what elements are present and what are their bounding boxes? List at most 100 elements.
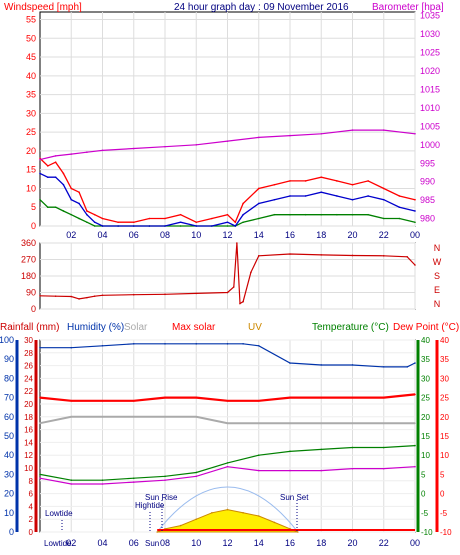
rainfall-tick: 30 xyxy=(24,336,33,345)
point-wind-direction xyxy=(101,294,104,297)
point-wind-direction xyxy=(236,242,238,244)
humidity-tick: 30 xyxy=(4,469,14,479)
legend-humidity: Humidity (%) xyxy=(67,322,124,333)
point-windspeed xyxy=(78,191,80,194)
point-max-solar xyxy=(195,396,198,399)
point-windspeed xyxy=(93,213,96,216)
point-wind-direction xyxy=(320,254,323,256)
point-average xyxy=(70,198,73,201)
point-low xyxy=(93,225,96,227)
humidity-tick: 70 xyxy=(4,393,14,403)
panel3-gridlines xyxy=(40,339,416,533)
dew-point-tick: 40 xyxy=(440,336,449,345)
point-temperature xyxy=(289,450,291,453)
point-average xyxy=(78,202,80,205)
point-temperature xyxy=(101,479,104,481)
point-solar xyxy=(164,416,166,418)
temperature-tick: 35 xyxy=(421,355,430,364)
point-average xyxy=(211,225,213,227)
point-low xyxy=(367,213,369,216)
point-barometer xyxy=(226,140,229,142)
panel1-gridlines xyxy=(40,12,416,227)
rainfall-tick: 16 xyxy=(24,426,33,435)
point-max-solar xyxy=(226,400,229,402)
point-windspeed xyxy=(414,198,416,201)
legend-max-solar: Max solar xyxy=(172,322,216,333)
x-tick-label: 22 xyxy=(379,230,389,240)
x-tick-label: 16 xyxy=(285,538,295,548)
x-tick-label: 12 xyxy=(222,538,232,548)
x-tick-label: 00 xyxy=(410,230,420,240)
point-wind-direction xyxy=(257,255,260,257)
point-barometer xyxy=(164,145,166,148)
point-wind-direction xyxy=(250,271,252,274)
x-tick-label: 12 xyxy=(222,230,232,240)
point-temperature xyxy=(351,446,354,449)
point-windspeed xyxy=(382,187,385,190)
dew-point-tick: 0 xyxy=(440,490,445,499)
point-humidity xyxy=(195,343,198,345)
panel2-gridlines xyxy=(40,242,416,310)
panel1-series xyxy=(39,129,416,227)
point-humidity xyxy=(351,364,354,366)
dew-point-tick-labels: -10 -5 0 5 10 15 20 25 30 35 40 xyxy=(440,336,452,537)
humidity-tick: 10 xyxy=(4,508,14,518)
legend-uv: UV xyxy=(248,322,262,333)
rainfall-tick: 28 xyxy=(24,349,33,358)
point-humidity xyxy=(257,344,260,347)
compass-tick: W xyxy=(433,257,442,267)
x-tick-label: 04 xyxy=(97,230,107,240)
point-low xyxy=(62,210,65,212)
barometer-tick: 1000 xyxy=(420,140,440,150)
windspeed-axis-title: Windspeed [mph] xyxy=(4,2,82,13)
point-low xyxy=(382,217,385,220)
point-max-solar xyxy=(414,393,416,396)
point-barometer xyxy=(132,147,135,150)
x-tick-label: 06 xyxy=(129,230,139,240)
point-windspeed xyxy=(273,183,276,186)
point-low xyxy=(47,206,49,209)
dew-point-tick: -5 xyxy=(440,509,448,518)
point-wind-direction xyxy=(54,295,57,297)
point-average xyxy=(273,198,276,201)
point-windspeed xyxy=(367,180,369,182)
point-dew-point xyxy=(289,469,291,472)
temperature-tick: -5 xyxy=(421,509,429,518)
rainfall-tick: 4 xyxy=(29,502,34,511)
temperature-tick: -10 xyxy=(421,528,433,537)
point-wind-direction xyxy=(86,296,88,299)
point-wind-direction xyxy=(239,302,241,305)
point-uv xyxy=(179,524,182,527)
point-temperature xyxy=(164,475,166,478)
point-uv xyxy=(195,518,198,520)
dew-point-tick: -10 xyxy=(440,528,452,537)
humidity-tick: 60 xyxy=(4,412,14,422)
point-uv xyxy=(257,515,260,517)
x-tick-label: 10 xyxy=(191,538,201,548)
point-max-solar xyxy=(320,396,323,399)
point-windspeed xyxy=(226,213,229,216)
barometer-tick: 990 xyxy=(420,177,435,187)
x-tick-label: 02 xyxy=(66,538,76,548)
barometer-tick-labels: 980 985 990 995 1000 1005 1010 1015 1020 1025 1030… xyxy=(420,11,440,224)
temperature-tick: 5 xyxy=(421,470,426,479)
point-solar xyxy=(351,422,354,425)
point-low xyxy=(289,213,291,216)
dew-point-tick: 20 xyxy=(440,413,449,422)
point-solar xyxy=(70,416,73,418)
dew-point-tick: 5 xyxy=(440,470,445,479)
point-uv xyxy=(156,531,158,533)
compass-tick: N xyxy=(434,299,441,309)
annotation-sun-set: Sun Set xyxy=(280,493,309,502)
x-tick-label: 22 xyxy=(379,538,389,548)
x-tick-label: 16 xyxy=(285,230,295,240)
point-average xyxy=(117,225,119,227)
direction-degree-tick: 360 xyxy=(21,238,36,248)
panel3-series xyxy=(39,343,416,533)
point-windspeed xyxy=(320,176,323,178)
point-solar xyxy=(320,422,323,425)
point-windspeed xyxy=(234,221,237,224)
dew-point-tick: 30 xyxy=(440,374,449,383)
point-windspeed xyxy=(351,183,354,186)
